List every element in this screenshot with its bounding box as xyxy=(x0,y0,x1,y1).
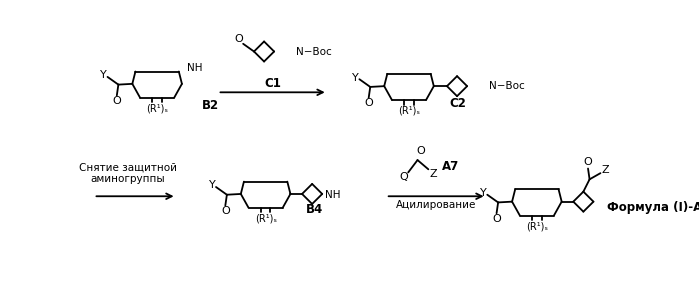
Text: N−Boc: N−Boc xyxy=(296,46,331,56)
Text: O: O xyxy=(492,214,501,223)
Text: (R¹)ₛ: (R¹)ₛ xyxy=(146,103,168,113)
Text: N−Boc: N−Boc xyxy=(489,81,524,91)
Text: O: O xyxy=(221,206,230,216)
Text: A7: A7 xyxy=(442,160,459,173)
Text: Q: Q xyxy=(399,172,408,182)
Text: (R¹)ₛ: (R¹)ₛ xyxy=(254,214,277,223)
Text: B4: B4 xyxy=(306,203,323,216)
Text: O: O xyxy=(113,96,121,106)
Text: Y: Y xyxy=(352,73,359,83)
Text: Y: Y xyxy=(209,181,215,190)
Text: O: O xyxy=(584,157,592,167)
Text: Y: Y xyxy=(100,70,107,80)
Text: Z: Z xyxy=(601,165,609,175)
Text: C1: C1 xyxy=(264,77,281,90)
Text: Y: Y xyxy=(480,188,487,198)
Text: C2: C2 xyxy=(449,97,466,110)
Text: NH: NH xyxy=(187,63,202,73)
Text: (R¹)ₛ: (R¹)ₛ xyxy=(398,106,420,116)
Text: O: O xyxy=(416,146,425,156)
Text: O: O xyxy=(234,34,243,44)
Text: Ацилирование: Ацилирование xyxy=(396,200,476,211)
Text: Z: Z xyxy=(429,169,437,179)
Text: B2: B2 xyxy=(202,99,219,112)
Text: (R¹)ₛ: (R¹)ₛ xyxy=(526,221,548,231)
Text: O: O xyxy=(364,98,373,108)
Text: Снятие защитной
аминогруппы: Снятие защитной аминогруппы xyxy=(79,162,177,184)
Text: Формула (I)-A: Формула (I)-A xyxy=(607,201,699,214)
Text: NH: NH xyxy=(325,190,341,200)
